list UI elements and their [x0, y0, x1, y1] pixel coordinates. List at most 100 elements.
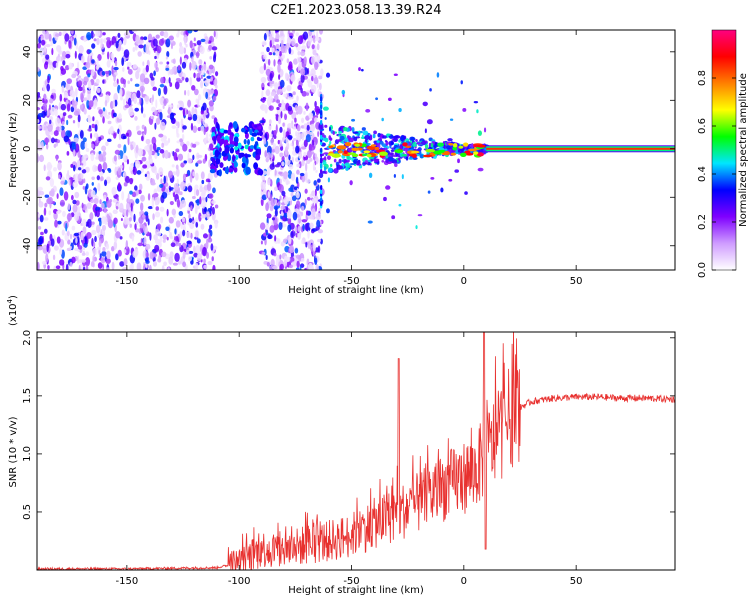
heatmap-cell [136, 130, 142, 136]
heatmap-cell [477, 167, 484, 172]
heatmap-cell [205, 91, 208, 100]
heatmap-cell [134, 160, 141, 169]
heatmap-cell [95, 206, 101, 212]
heatmap-cell [328, 145, 334, 149]
heatmap-cell [145, 44, 150, 55]
heatmap-cell [207, 260, 213, 266]
heatmap-cell [310, 68, 316, 78]
heatmap-cell [157, 241, 162, 248]
heatmap-cell [122, 153, 126, 162]
heatmap-cell [133, 213, 136, 223]
colorbar-tick-label: 0.6 [697, 118, 708, 134]
heatmap-cell [49, 119, 52, 125]
heatmap-cell [260, 76, 267, 84]
heatmap-cell [68, 62, 73, 70]
heatmap-cell [274, 145, 280, 155]
heatmap-cell [317, 245, 321, 253]
heatmap-cell [285, 42, 290, 50]
heatmap-cell [251, 123, 255, 128]
heatmap-cell [312, 243, 316, 252]
heatmap-cell [131, 94, 135, 102]
heatmap-cell [227, 167, 234, 173]
heatmap-cell [343, 158, 347, 164]
heatmap-cell [172, 171, 177, 176]
heatmap-cell [56, 236, 61, 244]
heatmap-cell [85, 183, 89, 190]
heatmap-cell [196, 198, 200, 206]
heatmap-cell [312, 34, 316, 44]
heatmap-cell [211, 206, 215, 215]
heatmap-cell [265, 255, 268, 260]
heatmap-cell [238, 152, 243, 159]
heatmap-cell [417, 214, 423, 217]
heatmap-cell [310, 84, 317, 93]
heatmap-cell [131, 235, 135, 242]
heatmap-cell [159, 206, 165, 212]
heatmap-cell [275, 259, 279, 268]
heatmap-cell [62, 112, 67, 116]
heatmap-cell [106, 39, 112, 49]
heatmap-cell [142, 164, 148, 169]
heatmap-cell [187, 185, 193, 193]
heatmap-cell [158, 133, 164, 138]
heatmap-cell [310, 123, 315, 132]
heatmap-cell [71, 256, 76, 264]
heatmap-cell [73, 37, 77, 46]
heatmap-cell [279, 263, 285, 270]
heatmap-cell [91, 123, 96, 129]
heatmap-cell [94, 165, 99, 172]
heatmap-cell [448, 178, 453, 182]
heatmap-cell [280, 212, 284, 217]
heatmap-cell [56, 210, 61, 215]
heatmap-cell [288, 47, 292, 55]
heatmap-cell [375, 97, 379, 101]
heatmap-cell [286, 85, 292, 92]
heatmap-cell [274, 208, 278, 217]
heatmap-cell [63, 191, 69, 201]
heatmap-cell [157, 87, 161, 97]
heatmap-cell [317, 88, 320, 97]
heatmap-cell [166, 50, 170, 58]
heatmap-cell [70, 106, 75, 113]
heatmap-cell [53, 130, 59, 137]
heatmap-cell [325, 72, 331, 78]
heatmap-cell [362, 162, 368, 165]
heatmap-cell [259, 66, 265, 75]
heatmap-cell [145, 260, 150, 264]
heatmap-cell [52, 254, 56, 261]
heatmap-cell [127, 193, 130, 203]
heatmap-cell [283, 93, 288, 98]
heatmap-cell [77, 159, 81, 167]
heatmap-cell [50, 94, 54, 100]
heatmap-cell [241, 162, 246, 169]
heatmap-cell [119, 261, 125, 267]
heatmap-cell [132, 166, 136, 173]
heatmap-cell [228, 122, 233, 128]
heatmap-cell [56, 45, 62, 52]
heatmap-cell [102, 32, 106, 36]
heatmap-cell [197, 154, 203, 159]
heatmap-cell [303, 110, 306, 115]
heatmap-cell [51, 47, 54, 56]
heatmap-cell [78, 167, 82, 171]
heatmap-cell [295, 32, 299, 37]
heatmap-cell [156, 45, 162, 54]
heatmap-cell [361, 68, 364, 72]
heatmap-cell [314, 54, 318, 63]
heatmap-cell [94, 97, 98, 106]
heatmap-cell [301, 219, 308, 223]
heatmap-cell [290, 172, 296, 181]
heatmap-cell [95, 30, 101, 37]
heatmap-cell [155, 66, 159, 73]
heatmap-cell [349, 165, 353, 168]
heatmap-cell [358, 164, 363, 169]
heatmap-cell [171, 125, 177, 129]
heatmap-cell [144, 95, 150, 102]
heatmap-cell [119, 88, 123, 97]
snr-xtick-label: 50 [570, 576, 583, 587]
heatmap-cell [79, 129, 84, 139]
heatmap-cell [45, 54, 50, 60]
heatmap-cell [100, 38, 103, 48]
heatmap-cell [273, 186, 278, 192]
heatmap-cell [83, 80, 88, 86]
